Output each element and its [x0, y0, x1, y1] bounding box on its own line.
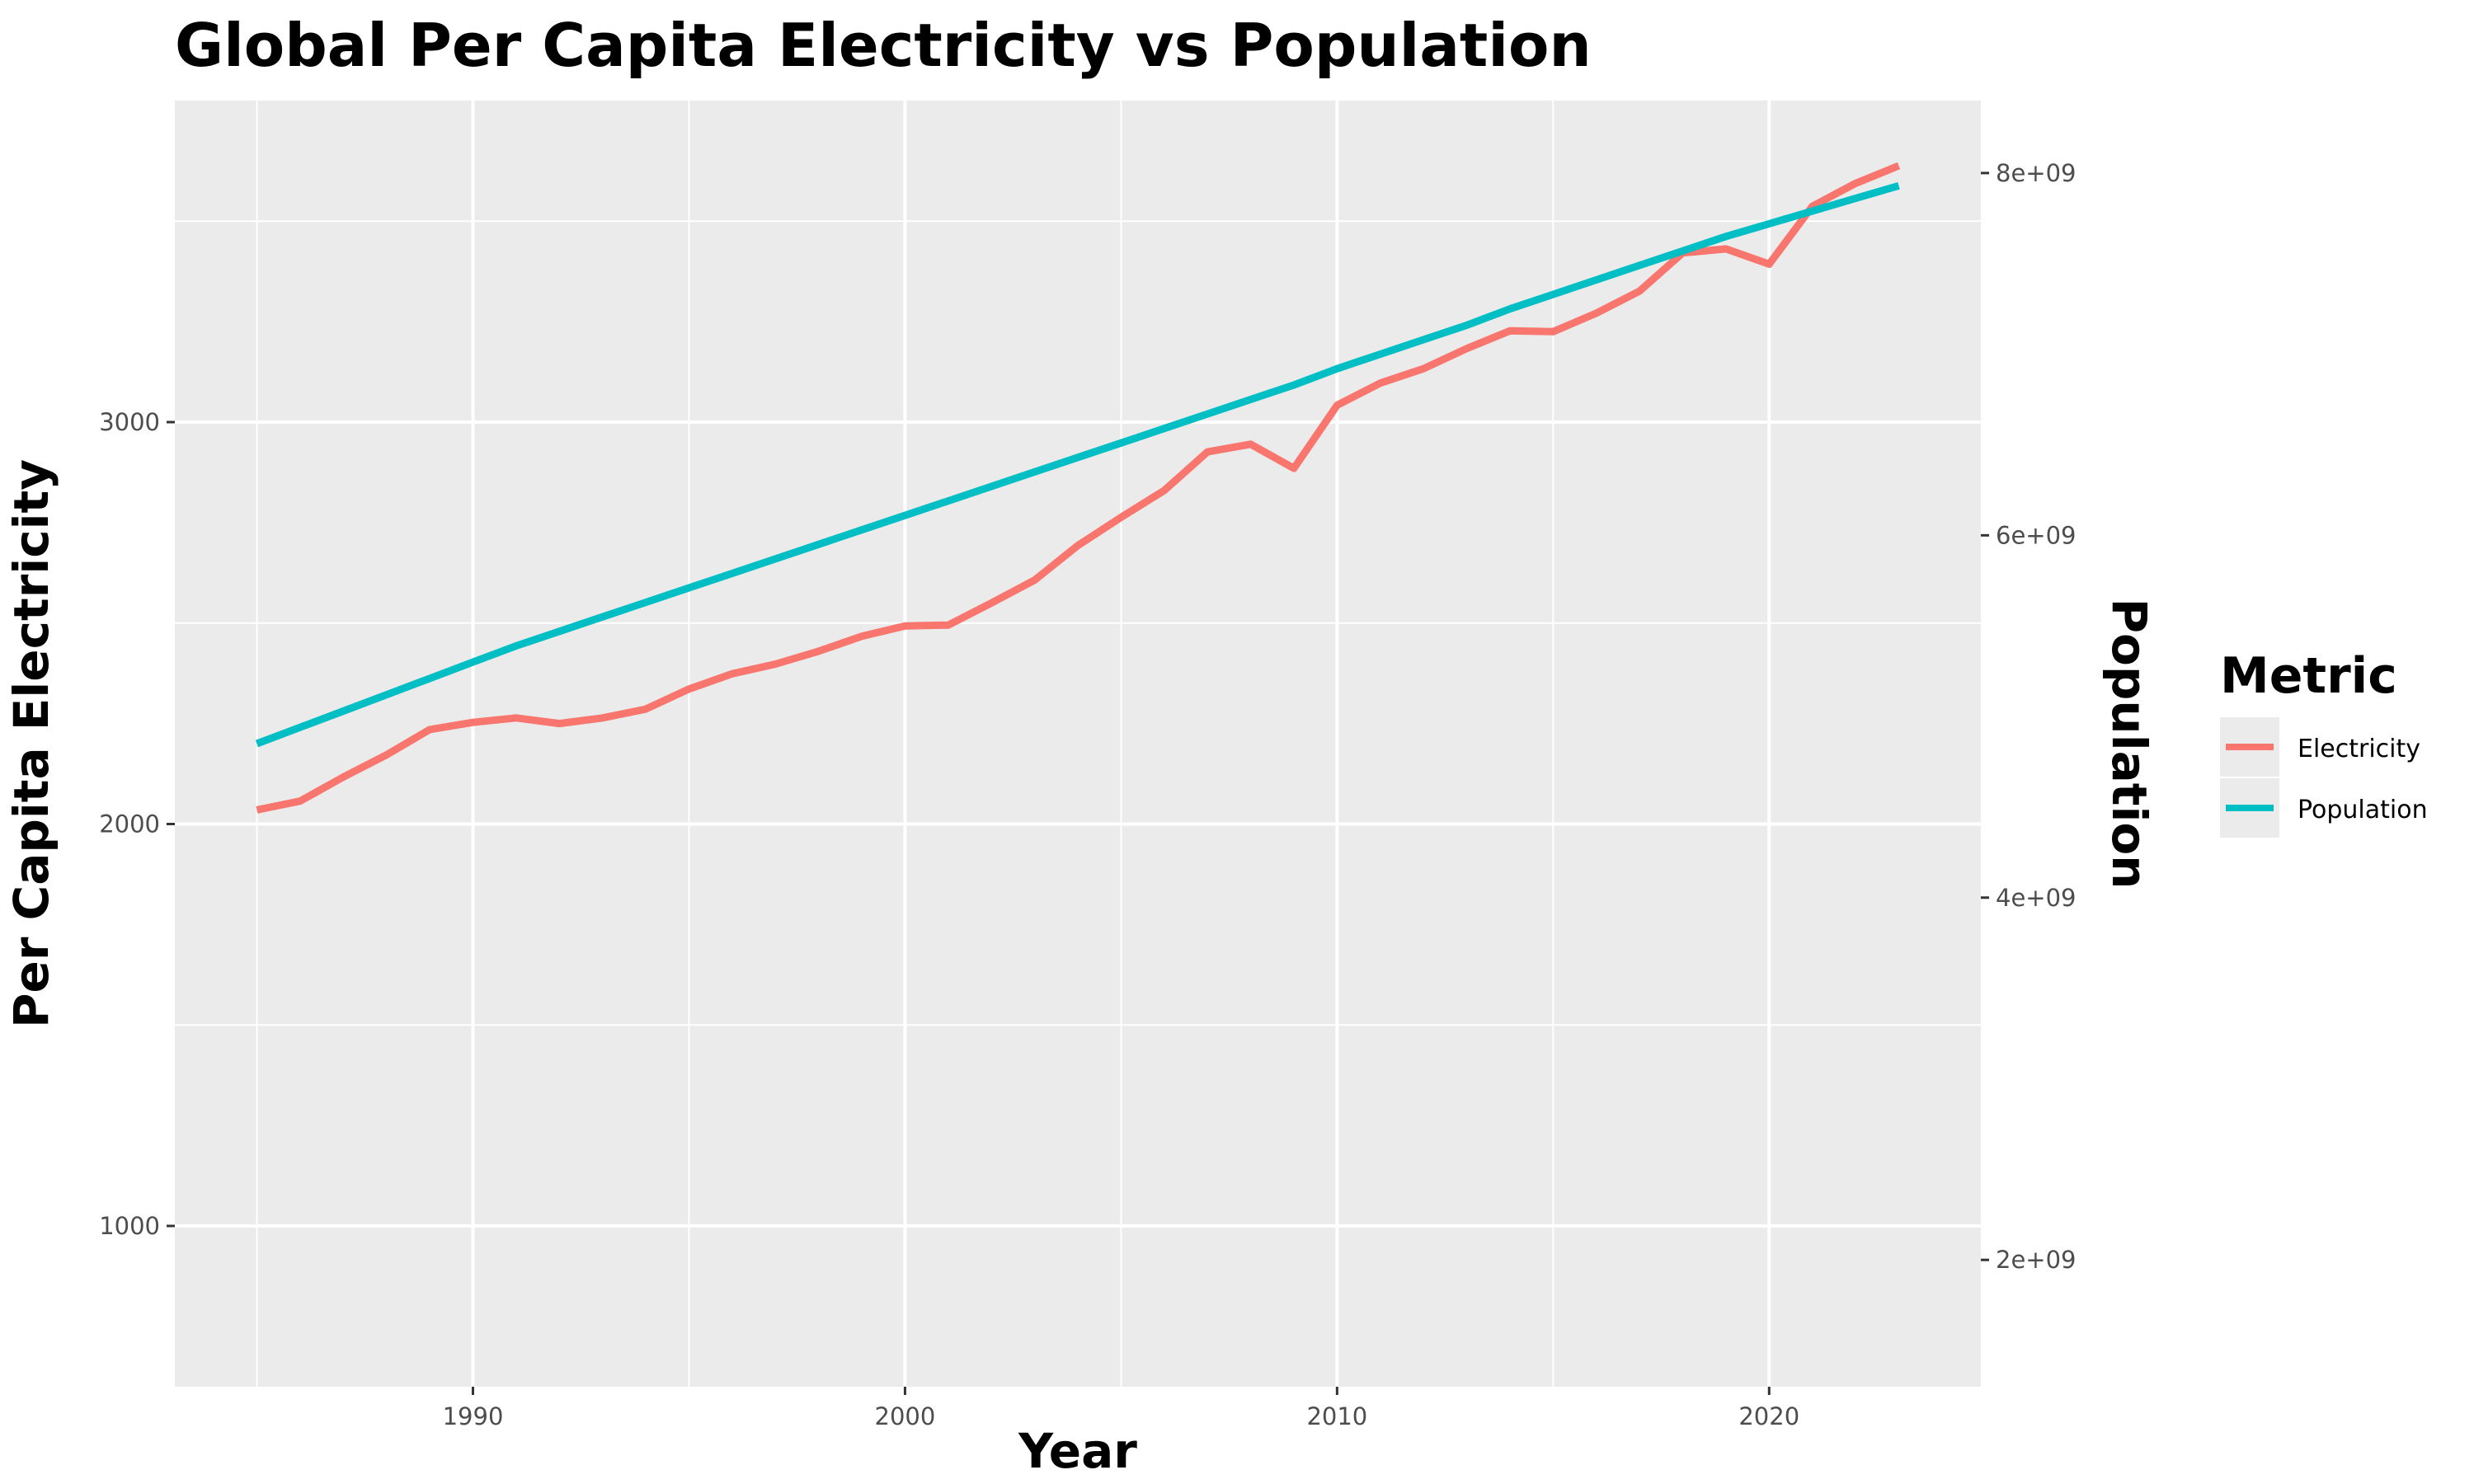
- legend-label-population: Population: [2298, 796, 2428, 824]
- y2-axis-title: Population: [2101, 599, 2157, 890]
- legend-title: Metric: [2220, 647, 2397, 705]
- y2-tick-label: 2e+09: [1996, 1246, 2077, 1274]
- gridlines: [175, 101, 1981, 1387]
- y2-tick-label: 4e+09: [1996, 884, 2077, 912]
- x-tick-label: 1990: [443, 1402, 504, 1430]
- series-line-population: [255, 181, 1900, 748]
- y-tick-label: 1000: [99, 1212, 160, 1240]
- x-tick-label: 2000: [875, 1402, 936, 1430]
- x-tick-label: 2020: [1738, 1402, 1799, 1430]
- plot-panel: [175, 101, 1981, 1387]
- y-axis-title: Per Capita Electricity: [3, 459, 59, 1028]
- y2-tick-label: 6e+09: [1996, 521, 2077, 549]
- legend: Metric Electricity Population: [2220, 647, 2428, 838]
- chart-title: Global Per Capita Electricity vs Populat…: [175, 11, 1592, 80]
- legend-label-electricity: Electricity: [2298, 735, 2420, 763]
- series-line-electricity: [256, 162, 1901, 814]
- x-tick-label: 2010: [1306, 1402, 1367, 1430]
- series-lines: [255, 162, 1901, 814]
- axis-ticks: 1990 2000 2010 2020 1000 2000 3000 2e+09 4e+09 6e…: [99, 159, 2076, 1430]
- y-tick-label: 3000: [99, 408, 160, 436]
- y-tick-label: 2000: [99, 810, 160, 838]
- x-axis-title: Year: [1018, 1423, 1137, 1479]
- y2-tick-label: 8e+09: [1996, 159, 2077, 187]
